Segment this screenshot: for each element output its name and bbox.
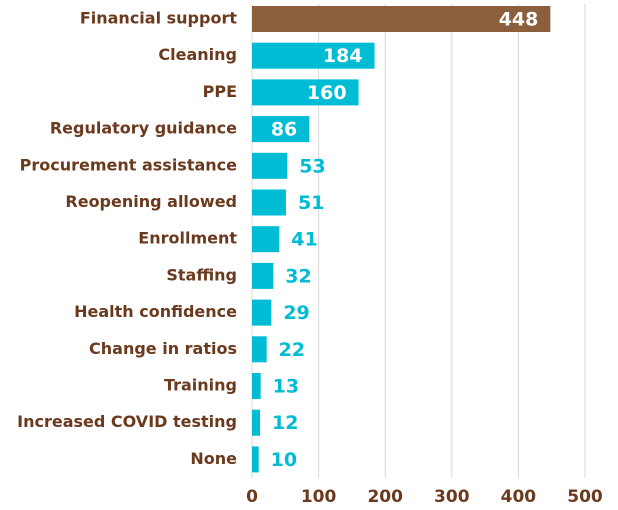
x-tick-label: 100 <box>301 487 337 507</box>
x-tick-label: 200 <box>367 487 403 507</box>
value-label: 13 <box>273 376 299 398</box>
bar <box>252 336 267 363</box>
value-label: 184 <box>323 45 363 67</box>
bar <box>252 42 375 69</box>
bar <box>252 226 280 253</box>
category-label: Increased COVID testing <box>17 412 237 431</box>
value-label: 51 <box>298 192 324 214</box>
category-label: Reopening allowed <box>65 192 237 211</box>
bar <box>252 262 274 289</box>
category-label: Enrollment <box>138 229 237 248</box>
category-label: Procurement assistance <box>20 155 238 174</box>
bar <box>252 299 272 326</box>
value-label: 448 <box>499 9 539 31</box>
category-label: Staffing <box>166 265 237 284</box>
bar <box>252 373 261 399</box>
value-label: 10 <box>271 449 297 471</box>
value-label: 160 <box>307 82 347 104</box>
category-label: None <box>190 449 237 468</box>
bar <box>252 6 551 32</box>
bar <box>252 152 288 179</box>
value-label: 29 <box>283 302 309 324</box>
category-label: PPE <box>203 82 237 101</box>
value-label: 41 <box>291 229 317 251</box>
value-label: 22 <box>279 339 305 361</box>
value-label: 32 <box>285 265 311 287</box>
category-label: Financial support <box>80 9 238 28</box>
bar <box>252 446 259 473</box>
value-label: 12 <box>272 412 298 434</box>
bar <box>252 116 310 143</box>
value-label: 53 <box>299 155 325 177</box>
bar <box>252 409 260 436</box>
category-label: Training <box>164 376 237 395</box>
category-label: Change in ratios <box>89 339 237 358</box>
category-label: Cleaning <box>158 45 237 64</box>
category-label: Regulatory guidance <box>50 119 237 138</box>
category-label: Health confidence <box>74 302 237 321</box>
x-tick-label: 0 <box>246 487 258 507</box>
x-tick-label: 400 <box>501 487 537 507</box>
x-tick-label: 500 <box>567 487 603 507</box>
value-label: 86 <box>271 119 297 141</box>
bar <box>252 189 286 216</box>
bar <box>252 79 359 106</box>
x-tick-label: 300 <box>434 487 470 507</box>
